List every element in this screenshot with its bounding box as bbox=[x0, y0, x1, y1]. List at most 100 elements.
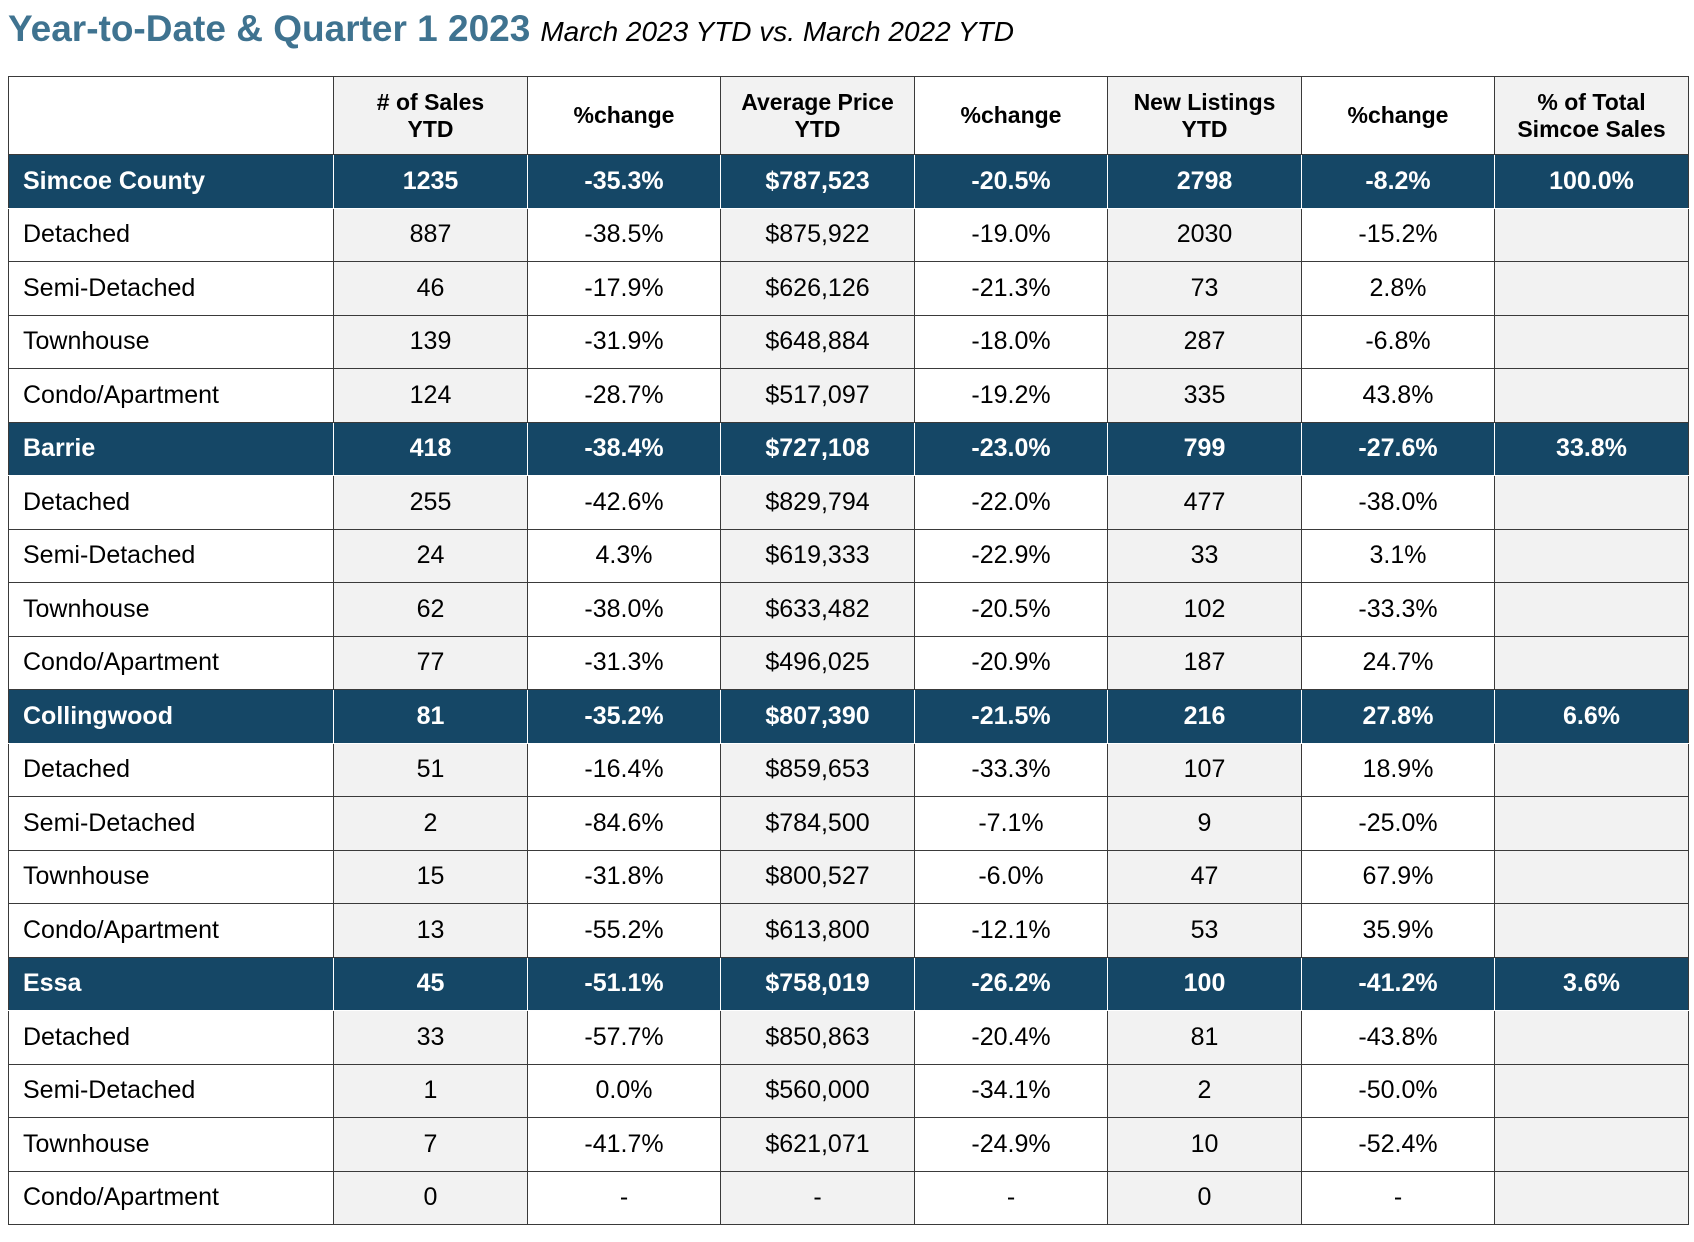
table-cell: $807,390 bbox=[720, 689, 915, 744]
table-cell: 67.9% bbox=[1301, 849, 1495, 904]
table-cell: -7.1% bbox=[914, 796, 1108, 851]
table-cell: 102 bbox=[1107, 582, 1302, 637]
table-cell: 77 bbox=[333, 635, 528, 690]
table-cell bbox=[1494, 314, 1689, 369]
table-cell: -16.4% bbox=[527, 742, 721, 797]
table-cell: 139 bbox=[333, 314, 528, 369]
table-cell: -41.7% bbox=[527, 1117, 721, 1172]
table-cell: $829,794 bbox=[720, 475, 915, 530]
table-cell: 9 bbox=[1107, 796, 1302, 851]
table-cell: 124 bbox=[333, 368, 528, 423]
table-cell: -23.0% bbox=[914, 421, 1108, 476]
table-cell bbox=[1494, 849, 1689, 904]
property-type-row: Semi-Detached 1 0.0% $560,000 -34.1% 2 -50.0% bbox=[8, 1063, 1689, 1118]
table-cell: 33 bbox=[1107, 528, 1302, 583]
table-cell bbox=[1494, 261, 1689, 316]
header-avg-price-ytd: Average Price YTD bbox=[720, 76, 915, 155]
table-cell bbox=[1494, 207, 1689, 262]
table-cell: $727,108 bbox=[720, 421, 915, 476]
table-cell: 107 bbox=[1107, 742, 1302, 797]
table-cell: 47 bbox=[1107, 849, 1302, 904]
table-cell: -38.0% bbox=[527, 582, 721, 637]
row-label-cell: Townhouse bbox=[8, 849, 334, 904]
table-cell: 100.0% bbox=[1494, 154, 1689, 209]
table-cell bbox=[1494, 903, 1689, 958]
table-cell: 81 bbox=[333, 689, 528, 744]
table-cell: 33 bbox=[333, 1010, 528, 1065]
table-cell: $560,000 bbox=[720, 1063, 915, 1118]
table-cell: 51 bbox=[333, 742, 528, 797]
table-cell bbox=[1494, 475, 1689, 530]
table-cell bbox=[1494, 528, 1689, 583]
table-cell: $758,019 bbox=[720, 956, 915, 1011]
property-type-row: Semi-Detached 2 -84.6% $784,500 -7.1% 9 -25.0% bbox=[8, 796, 1689, 851]
table-cell: $859,653 bbox=[720, 742, 915, 797]
property-type-row: Detached 33 -57.7% $850,863 -20.4% 81 -43.8% bbox=[8, 1010, 1689, 1065]
table-cell: -41.2% bbox=[1301, 956, 1495, 1011]
region-summary-row: Barrie 418 -38.4% $727,108 -23.0% 799 -27.6% 33… bbox=[8, 421, 1689, 476]
row-label-cell: Semi-Detached bbox=[8, 1063, 334, 1118]
row-label-cell: Condo/Apartment bbox=[8, 1170, 334, 1225]
row-label-cell: Townhouse bbox=[8, 1117, 334, 1172]
table-cell: -34.1% bbox=[914, 1063, 1108, 1118]
table-cell: -50.0% bbox=[1301, 1063, 1495, 1118]
table-cell: -20.4% bbox=[914, 1010, 1108, 1065]
property-type-row: Detached 51 -16.4% $859,653 -33.3% 107 18.9% bbox=[8, 742, 1689, 797]
region-summary-row: Collingwood 81 -35.2% $807,390 -21.5% 216 27.8… bbox=[8, 689, 1689, 744]
row-label-cell: Condo/Apartment bbox=[8, 635, 334, 690]
table-cell: - bbox=[527, 1170, 721, 1225]
table-cell bbox=[1494, 582, 1689, 637]
table-cell: -27.6% bbox=[1301, 421, 1495, 476]
table-cell: 287 bbox=[1107, 314, 1302, 369]
table-cell: 6.6% bbox=[1494, 689, 1689, 744]
table-cell: 3.1% bbox=[1301, 528, 1495, 583]
property-type-row: Townhouse 62 -38.0% $633,482 -20.5% 102 -33.3% bbox=[8, 582, 1689, 637]
property-type-row: Condo/Apartment 13 -55.2% $613,800 -12.1% 53 3… bbox=[8, 903, 1689, 958]
region-summary-row: Simcoe County 1235 -35.3% $787,523 -20.5% 279… bbox=[8, 154, 1689, 209]
table-cell: $496,025 bbox=[720, 635, 915, 690]
table-cell: -21.5% bbox=[914, 689, 1108, 744]
table-cell: -52.4% bbox=[1301, 1117, 1495, 1172]
table-cell: $626,126 bbox=[720, 261, 915, 316]
table-cell: -15.2% bbox=[1301, 207, 1495, 262]
table-cell: $517,097 bbox=[720, 368, 915, 423]
header-label-line1: %change bbox=[1347, 102, 1449, 128]
table-cell: $800,527 bbox=[720, 849, 915, 904]
table-cell: 43.8% bbox=[1301, 368, 1495, 423]
property-type-row: Townhouse 139 -31.9% $648,884 -18.0% 287 -6.8% bbox=[8, 314, 1689, 369]
table-cell bbox=[1494, 1010, 1689, 1065]
table-cell: -51.1% bbox=[527, 956, 721, 1011]
header-label-line1: %change bbox=[960, 102, 1062, 128]
table-cell: -31.9% bbox=[527, 314, 721, 369]
table-cell bbox=[1494, 368, 1689, 423]
row-label-cell: Detached bbox=[8, 207, 334, 262]
table-cell: 7 bbox=[333, 1117, 528, 1172]
table-header-row: # of Sales YTD %change Average Price YTD %cha… bbox=[8, 76, 1689, 155]
table-cell: 477 bbox=[1107, 475, 1302, 530]
table-cell: 73 bbox=[1107, 261, 1302, 316]
table-cell: 4.3% bbox=[527, 528, 721, 583]
table-cell: 2 bbox=[1107, 1063, 1302, 1118]
table-cell: -26.2% bbox=[914, 956, 1108, 1011]
header-label-line2: YTD bbox=[1181, 115, 1228, 142]
table-cell: 187 bbox=[1107, 635, 1302, 690]
row-label-cell: Barrie bbox=[8, 421, 334, 476]
property-type-row: Detached 255 -42.6% $829,794 -22.0% 477 -38.0% bbox=[8, 475, 1689, 530]
table-cell: 81 bbox=[1107, 1010, 1302, 1065]
table-cell: 24.7% bbox=[1301, 635, 1495, 690]
table-cell: 418 bbox=[333, 421, 528, 476]
table-cell: -6.8% bbox=[1301, 314, 1495, 369]
table-cell: 799 bbox=[1107, 421, 1302, 476]
row-label-cell: Condo/Apartment bbox=[8, 368, 334, 423]
table-cell: -33.3% bbox=[914, 742, 1108, 797]
row-label-cell: Essa bbox=[8, 956, 334, 1011]
property-type-row: Townhouse 7 -41.7% $621,071 -24.9% 10 -52.4% bbox=[8, 1117, 1689, 1172]
table-cell: -38.5% bbox=[527, 207, 721, 262]
table-cell bbox=[1494, 742, 1689, 797]
header-pct-total: % of Total Simcoe Sales bbox=[1494, 76, 1689, 155]
table-cell: 255 bbox=[333, 475, 528, 530]
row-label-cell: Detached bbox=[8, 1010, 334, 1065]
table-cell: 2030 bbox=[1107, 207, 1302, 262]
table-cell: -19.0% bbox=[914, 207, 1108, 262]
table-cell: -6.0% bbox=[914, 849, 1108, 904]
